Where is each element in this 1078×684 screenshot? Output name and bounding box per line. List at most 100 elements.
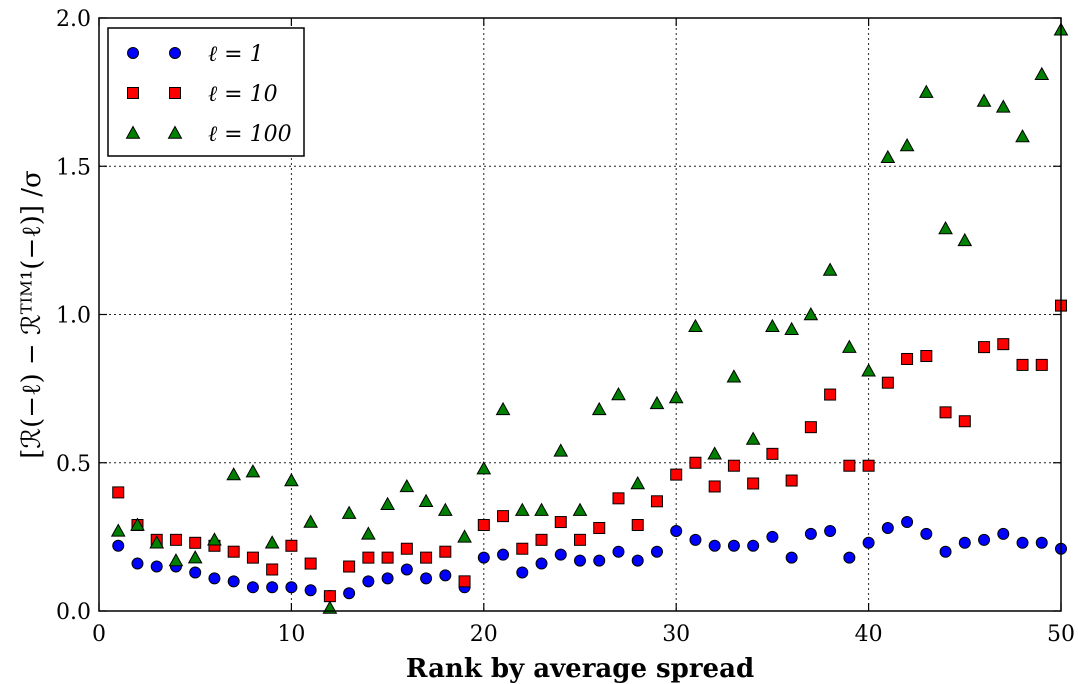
- y-tick-label: 1.5: [56, 155, 91, 180]
- data-point-square: [785, 474, 798, 487]
- data-point-triangle: [899, 137, 915, 152]
- data-point-square: [266, 563, 279, 576]
- data-point-triangle: [264, 535, 280, 549]
- data-point-circle: [477, 551, 490, 564]
- data-point-square: [323, 590, 336, 603]
- data-point-circle: [689, 533, 702, 546]
- data-point-triangle: [1015, 129, 1030, 143]
- data-point-circle: [189, 566, 202, 579]
- data-point-circle: [516, 566, 529, 579]
- data-point-square: [189, 536, 202, 549]
- data-point-circle: [574, 554, 586, 567]
- data-point-square: [766, 447, 779, 460]
- data-point-square: [843, 459, 856, 472]
- x-tick-label: 30: [662, 622, 690, 647]
- data-point-square: [439, 545, 452, 558]
- data-point-triangle: [803, 306, 819, 321]
- data-point-circle: [131, 557, 144, 570]
- data-point-triangle: [572, 502, 588, 516]
- data-point-circle: [535, 557, 548, 570]
- data-point-triangle: [418, 493, 434, 507]
- data-point-square: [939, 406, 952, 419]
- data-point-circle: [1035, 536, 1048, 549]
- data-point-circle: [227, 575, 240, 588]
- x-tick-label: 50: [1047, 622, 1075, 647]
- data-point-triangle: [187, 550, 203, 564]
- legend-box: [107, 27, 305, 157]
- x-tick-label: 20: [470, 622, 498, 647]
- data-point-triangle: [1034, 66, 1050, 81]
- data-point-square: [362, 551, 375, 564]
- data-point-triangle: [745, 431, 761, 445]
- data-point-square: [112, 486, 125, 499]
- data-point-circle: [881, 521, 894, 534]
- data-point-circle: [593, 554, 606, 567]
- data-point-square: [978, 341, 991, 354]
- data-point-triangle: [380, 496, 395, 510]
- data-point-square: [901, 352, 914, 365]
- data-point-triangle: [995, 99, 1011, 113]
- legend-marker-triangle: [167, 125, 183, 139]
- data-point-circle: [978, 533, 991, 546]
- legend: ℓ = 1 ℓ = 10 ℓ = 100: [107, 27, 305, 157]
- data-point-triangle: [207, 532, 222, 546]
- data-point-circle: [497, 548, 510, 561]
- x-tick-label: 40: [855, 622, 883, 647]
- data-point-square: [708, 480, 721, 493]
- series-square: [112, 299, 1067, 603]
- x-tick-label: 0: [92, 622, 106, 647]
- data-point-triangle: [226, 467, 242, 481]
- data-point-triangle: [668, 389, 684, 404]
- data-point-square: [804, 421, 817, 434]
- legend-marker-square: [169, 87, 181, 99]
- data-point-square: [631, 519, 644, 532]
- legend-marker-circle: [127, 47, 139, 59]
- data-point-triangle: [130, 517, 145, 531]
- data-point-square: [689, 456, 702, 469]
- data-point-square: [400, 542, 413, 555]
- data-point-square: [420, 551, 433, 564]
- data-point-square: [516, 542, 529, 555]
- data-point-triangle: [534, 502, 549, 516]
- data-point-circle: [362, 575, 375, 588]
- legend-label: ℓ = 10: [208, 82, 278, 107]
- data-point-circle: [400, 563, 413, 576]
- data-point-square: [285, 539, 298, 552]
- data-point-square: [574, 533, 586, 546]
- y-tick-label: 2.0: [56, 7, 91, 32]
- data-point-square: [650, 495, 663, 508]
- legend-marker-circle: [169, 47, 181, 59]
- data-point-square: [381, 551, 394, 564]
- x-tick-label: 10: [277, 622, 305, 647]
- data-point-triangle: [861, 363, 876, 377]
- data-point-circle: [1016, 536, 1029, 549]
- data-point-triangle: [880, 149, 896, 164]
- data-point-square: [554, 516, 567, 529]
- legend-marker-triangle: [125, 125, 141, 139]
- data-point-square: [747, 477, 760, 490]
- x-axis-label: Rank by average spread: [406, 654, 754, 684]
- data-point-circle: [150, 560, 163, 573]
- data-point-circle: [766, 530, 779, 543]
- data-point-circle: [901, 516, 914, 529]
- data-point-circle: [554, 548, 567, 561]
- data-point-triangle: [149, 535, 165, 549]
- data-point-square: [1035, 358, 1048, 371]
- data-point-circle: [246, 581, 259, 594]
- data-point-square: [997, 338, 1010, 351]
- legend-label: ℓ = 100: [208, 122, 292, 147]
- data-point-triangle: [591, 401, 607, 416]
- data-point-square: [458, 575, 471, 588]
- data-point-triangle: [611, 387, 626, 401]
- data-point-triangle: [437, 502, 453, 516]
- data-point-triangle: [726, 369, 742, 383]
- data-point-square: [343, 560, 356, 573]
- data-point-circle: [670, 524, 683, 537]
- data-point-circle: [439, 569, 452, 582]
- data-point-triangle: [361, 526, 376, 540]
- data-point-triangle: [303, 514, 318, 528]
- data-point-triangle: [514, 502, 530, 516]
- data-point-square: [1016, 358, 1029, 371]
- series-triangle: [110, 22, 1069, 614]
- data-point-square: [246, 551, 259, 564]
